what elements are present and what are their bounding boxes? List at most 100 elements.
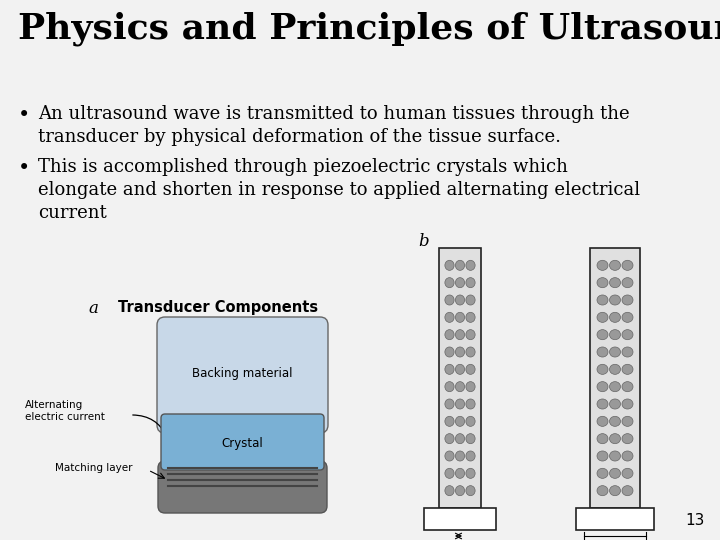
Ellipse shape [622, 260, 633, 271]
Ellipse shape [597, 364, 608, 374]
Ellipse shape [466, 364, 475, 374]
Ellipse shape [445, 399, 454, 409]
Ellipse shape [610, 329, 621, 340]
Ellipse shape [597, 451, 608, 461]
Ellipse shape [610, 416, 621, 427]
Ellipse shape [466, 260, 475, 271]
Ellipse shape [622, 278, 633, 288]
Bar [424, 508, 496, 530]
Ellipse shape [466, 399, 475, 409]
Ellipse shape [466, 347, 475, 357]
Ellipse shape [445, 295, 454, 305]
Text: elongate and shorten in response to applied alternating electrical: elongate and shorten in response to appl… [38, 181, 640, 199]
Ellipse shape [622, 295, 633, 305]
Ellipse shape [622, 382, 633, 392]
Text: Backing material: Backing material [192, 367, 292, 380]
Ellipse shape [610, 347, 621, 357]
Text: 13: 13 [685, 513, 705, 528]
Ellipse shape [445, 260, 454, 271]
Ellipse shape [597, 434, 608, 444]
Ellipse shape [445, 312, 454, 322]
FancyBboxPatch shape [158, 461, 327, 513]
Ellipse shape [455, 434, 464, 444]
Ellipse shape [466, 468, 475, 478]
Ellipse shape [610, 278, 621, 288]
Ellipse shape [597, 260, 608, 271]
Ellipse shape [597, 468, 608, 478]
Ellipse shape [597, 382, 608, 392]
Ellipse shape [466, 329, 475, 340]
Ellipse shape [445, 382, 454, 392]
Bar [576, 508, 654, 530]
Ellipse shape [445, 416, 454, 427]
Ellipse shape [597, 295, 608, 305]
Text: transducer by physical deformation of the tissue surface.: transducer by physical deformation of th… [38, 128, 561, 146]
Ellipse shape [445, 278, 454, 288]
Ellipse shape [455, 468, 464, 478]
Text: Matching layer: Matching layer [55, 463, 132, 473]
Ellipse shape [622, 416, 633, 427]
Ellipse shape [445, 347, 454, 357]
Ellipse shape [610, 312, 621, 322]
Ellipse shape [466, 278, 475, 288]
Ellipse shape [455, 295, 464, 305]
Ellipse shape [445, 434, 454, 444]
Ellipse shape [466, 434, 475, 444]
Text: Crystal: Crystal [221, 436, 263, 449]
Text: •: • [18, 158, 30, 178]
Ellipse shape [466, 485, 475, 496]
Ellipse shape [610, 364, 621, 374]
Ellipse shape [610, 260, 621, 271]
Ellipse shape [597, 485, 608, 496]
Ellipse shape [455, 347, 464, 357]
Ellipse shape [466, 312, 475, 322]
Ellipse shape [597, 399, 608, 409]
FancyBboxPatch shape [157, 317, 328, 433]
Text: Transducer Components: Transducer Components [118, 300, 318, 315]
Ellipse shape [622, 347, 633, 357]
Ellipse shape [622, 434, 633, 444]
FancyBboxPatch shape [161, 414, 324, 470]
Ellipse shape [466, 295, 475, 305]
Ellipse shape [445, 485, 454, 496]
Ellipse shape [597, 416, 608, 427]
Ellipse shape [455, 312, 464, 322]
Text: Physics and Principles of Ultrasound: Physics and Principles of Ultrasound [18, 12, 720, 46]
Ellipse shape [622, 399, 633, 409]
Ellipse shape [610, 382, 621, 392]
Ellipse shape [610, 485, 621, 496]
Ellipse shape [622, 312, 633, 322]
Ellipse shape [455, 485, 464, 496]
Ellipse shape [445, 364, 454, 374]
Ellipse shape [466, 416, 475, 427]
Ellipse shape [622, 364, 633, 374]
Text: a: a [88, 300, 98, 317]
Ellipse shape [610, 295, 621, 305]
Ellipse shape [455, 399, 464, 409]
Ellipse shape [455, 329, 464, 340]
Ellipse shape [445, 451, 454, 461]
Text: •: • [18, 105, 30, 125]
Text: current: current [38, 204, 107, 222]
Ellipse shape [622, 451, 633, 461]
Ellipse shape [610, 451, 621, 461]
Ellipse shape [466, 451, 475, 461]
Bar [439, 248, 481, 508]
Ellipse shape [445, 329, 454, 340]
Ellipse shape [597, 312, 608, 322]
Ellipse shape [455, 278, 464, 288]
Text: This is accomplished through piezoelectric crystals which: This is accomplished through piezoelectr… [38, 158, 568, 176]
Ellipse shape [597, 329, 608, 340]
Ellipse shape [455, 451, 464, 461]
Ellipse shape [455, 364, 464, 374]
Ellipse shape [622, 468, 633, 478]
Ellipse shape [455, 382, 464, 392]
Ellipse shape [597, 347, 608, 357]
Ellipse shape [610, 468, 621, 478]
Ellipse shape [622, 485, 633, 496]
Ellipse shape [455, 260, 464, 271]
Ellipse shape [622, 329, 633, 340]
Text: b: b [418, 233, 428, 250]
Ellipse shape [597, 278, 608, 288]
Ellipse shape [610, 399, 621, 409]
